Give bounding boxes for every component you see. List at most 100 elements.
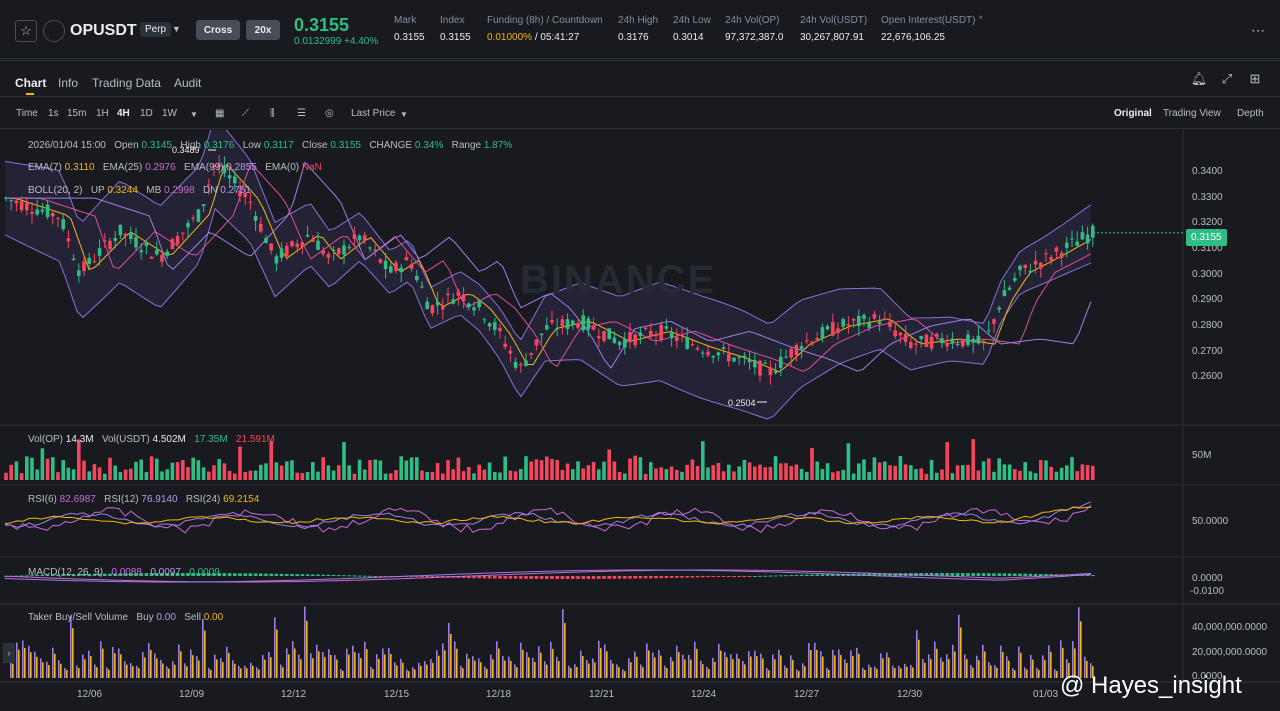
taker-buy-bar (448, 622, 450, 678)
taker-sell-bar (912, 667, 914, 678)
macd-bar (383, 576, 388, 577)
interval-1d[interactable]: 1D (140, 108, 153, 119)
tab-info[interactable]: Info (58, 76, 79, 90)
tab-trading-data[interactable]: Trading Data (92, 76, 161, 90)
candle-body (113, 237, 117, 241)
taker-sell-bar (1038, 669, 1040, 678)
expand-icon[interactable]: ⤢ (1221, 71, 1233, 86)
info-icon[interactable]: * (979, 14, 983, 24)
chevron-down-icon[interactable]: ▼ (172, 24, 181, 34)
taker-sell-bar (366, 649, 368, 678)
macd-bar (321, 574, 325, 576)
volume-bar (61, 460, 65, 480)
taker-buy-bar (868, 664, 870, 678)
macd-legend: MACD(12, 26, 9) 0.0088 0.0097 0.0009 (28, 567, 220, 578)
volume-bar (649, 462, 653, 480)
macd-bar (831, 574, 835, 576)
volume-bar (1033, 473, 1038, 480)
taker-buy-bar (292, 641, 294, 678)
interval-1h[interactable]: 1H (96, 108, 109, 119)
taker-sell-bar (438, 655, 440, 678)
ellipsis-icon[interactable]: ⋯ (1251, 21, 1265, 38)
candle-body (695, 347, 700, 350)
taker-buy-bar (664, 665, 666, 678)
macd-bar (97, 573, 102, 576)
star-icon[interactable]: ☆ (15, 20, 37, 42)
volume-bar (789, 466, 793, 480)
candle-body (940, 338, 944, 344)
taker-buy-bar (958, 614, 960, 678)
ema-legend: EMA(7) 0.3110 EMA(25) 0.2976 EMA(99) 0.2… (28, 162, 322, 173)
taker-buy-bar (298, 654, 300, 678)
settings-list-icon[interactable]: ☰ (297, 108, 306, 119)
leverage-button[interactable]: 20x (246, 20, 280, 40)
macd-bar (841, 573, 845, 576)
target-icon[interactable]: ◎ (325, 108, 334, 119)
taker-buy-bar (1090, 663, 1092, 678)
taker-sell-bar (558, 661, 560, 678)
candle-body (477, 300, 481, 308)
price-mode-chevron-icon[interactable]: ▼ (400, 110, 408, 119)
collapse-arrow-icon[interactable]: › (3, 643, 15, 663)
interval-1s[interactable]: 1s (48, 108, 59, 119)
layout-grid-icon[interactable]: ⊞ (1249, 71, 1261, 86)
price-mode-select[interactable]: Last Price (351, 108, 396, 119)
volume-bar (144, 472, 149, 480)
taker-sell-bar (792, 659, 794, 678)
macd-bar (207, 573, 211, 576)
taker-buy-bar (94, 664, 96, 678)
interval-4h[interactable]: 4H (117, 108, 130, 119)
view-depth[interactable]: Depth (1237, 108, 1264, 119)
candle-body (498, 327, 502, 332)
margin-mode-button[interactable]: Cross (196, 20, 240, 40)
calendar-icon[interactable]: ▦ (215, 108, 225, 119)
taker-buy-bar (208, 667, 210, 678)
macd-bar (992, 573, 996, 576)
volume-bar (997, 458, 1001, 480)
candle-body (175, 235, 180, 245)
taker-buy-bar (568, 665, 570, 678)
candle-body (742, 355, 747, 359)
interval-1w[interactable]: 1W (162, 108, 177, 119)
symbol-name[interactable]: OPUSDT (70, 22, 137, 39)
volume-bar (1070, 456, 1074, 480)
volume-bar (825, 463, 830, 480)
volume-bar (888, 465, 892, 480)
volume-bar (368, 460, 372, 480)
volume-bar (940, 469, 944, 480)
macd-bar (61, 574, 65, 576)
macd-bar (300, 574, 305, 576)
candlestick-chart[interactable] (0, 130, 1280, 710)
tab-audit[interactable]: Audit (174, 76, 202, 90)
view-trading-view[interactable]: Trading View (1163, 108, 1221, 119)
volume-bar (924, 473, 929, 480)
bell-icon[interactable]: 🔔︎ (1190, 71, 1208, 86)
candle-body (321, 250, 325, 255)
taker-buy-bar (160, 659, 162, 678)
macd-bar (950, 573, 955, 576)
macd-bar (1091, 575, 1095, 577)
interval-more-chevron-icon[interactable]: ▼ (190, 110, 198, 119)
macd-bar (675, 576, 679, 578)
indicator-line-icon[interactable]: ⟋ (242, 108, 249, 119)
macd-bar (940, 573, 944, 576)
macd-bar (524, 576, 528, 579)
taker-buy-bar (640, 664, 642, 678)
taker-sell-bar (870, 667, 872, 678)
taker-sell-bar (948, 659, 950, 678)
candle-type-icon[interactable]: ⫼ (270, 108, 275, 119)
interval-15m[interactable]: 15m (67, 108, 87, 119)
candle-body (888, 321, 892, 327)
tab-chart[interactable]: Chart (15, 76, 47, 90)
taker-sell-bar (744, 664, 746, 678)
volume-bar (498, 472, 502, 480)
candle-body (389, 266, 393, 273)
macd-bar (555, 576, 559, 579)
candle-body (981, 340, 986, 342)
view-original[interactable]: Original (1114, 108, 1152, 119)
candle-body (945, 342, 949, 347)
volume-bar (773, 456, 778, 480)
macd-bar (773, 575, 778, 577)
taker-sell-bar (78, 668, 80, 678)
taker-sell-bar (48, 665, 50, 678)
